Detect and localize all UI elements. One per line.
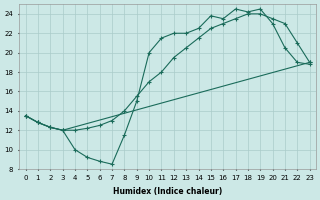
X-axis label: Humidex (Indice chaleur): Humidex (Indice chaleur) [113,187,222,196]
